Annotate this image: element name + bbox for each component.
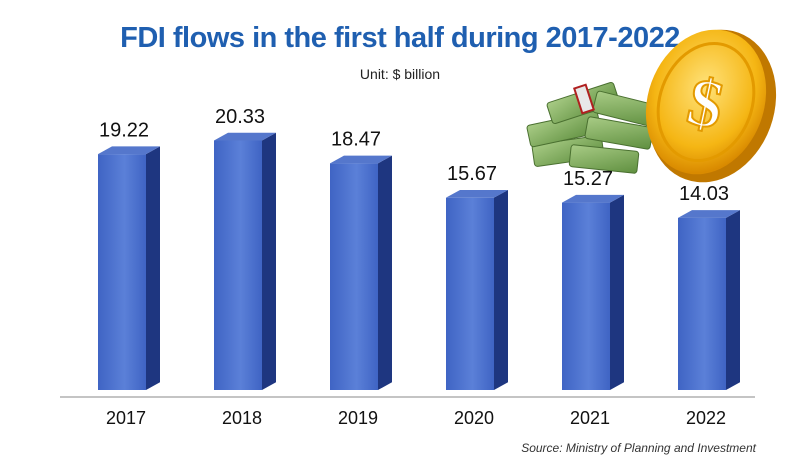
chart-unit: Unit: $ billion (359, 66, 441, 82)
bar-front-2019 (330, 163, 378, 390)
bar-2022 (678, 210, 740, 390)
bar-side-2019 (378, 155, 392, 390)
bar-side-2022 (726, 210, 740, 390)
value-label-2018: 20.33 (215, 106, 265, 128)
bar-side-2021 (610, 194, 624, 390)
bar-top-2021 (562, 194, 624, 203)
bar-2021 (562, 194, 624, 390)
bar-front-2018 (214, 140, 262, 390)
bar-top-2019 (330, 155, 392, 164)
value-label-2019: 18.47 (331, 129, 381, 151)
bar-front-2020 (446, 197, 494, 390)
category-label-2018: 2018 (222, 408, 262, 428)
dollar-coin-icon: $ (645, 29, 777, 183)
bar-side-2018 (262, 132, 276, 390)
bar-top-2017 (98, 146, 160, 155)
bar-top-2022 (678, 210, 740, 218)
bar-side-2020 (494, 189, 508, 390)
category-label-2020: 2020 (454, 408, 494, 428)
value-label-2017: 19.22 (99, 119, 149, 141)
bar-2018 (214, 132, 276, 390)
bar-front-2022 (678, 217, 726, 390)
value-label-2022: 14.03 (679, 183, 729, 205)
bar-side-2017 (146, 146, 160, 390)
bar-top-2020 (446, 189, 508, 198)
category-label-2017: 2017 (106, 408, 146, 428)
cash-stack-icon (526, 82, 660, 174)
bar-front-2021 (562, 202, 610, 390)
chart-title: FDI flows in the first half during 2017-… (120, 22, 680, 54)
category-label-2021: 2021 (570, 408, 610, 428)
source-note: Source: Ministry of Planning and Investm… (521, 441, 756, 455)
money-illustration: $ (526, 29, 777, 183)
category-label-2019: 2019 (338, 408, 378, 428)
bar-top-2018 (214, 132, 276, 141)
value-label-2021: 15.27 (563, 168, 613, 190)
bar-2020 (446, 189, 508, 390)
value-label-2020: 15.67 (447, 163, 497, 185)
bar-front-2017 (98, 154, 146, 390)
bar-2019 (330, 155, 392, 390)
category-label-2022: 2022 (686, 408, 726, 428)
bars-group: 19.22 2017 20.33 2018 18.47 2019 15.67 2020 15.2… (98, 106, 740, 428)
bar-2017 (98, 146, 160, 390)
